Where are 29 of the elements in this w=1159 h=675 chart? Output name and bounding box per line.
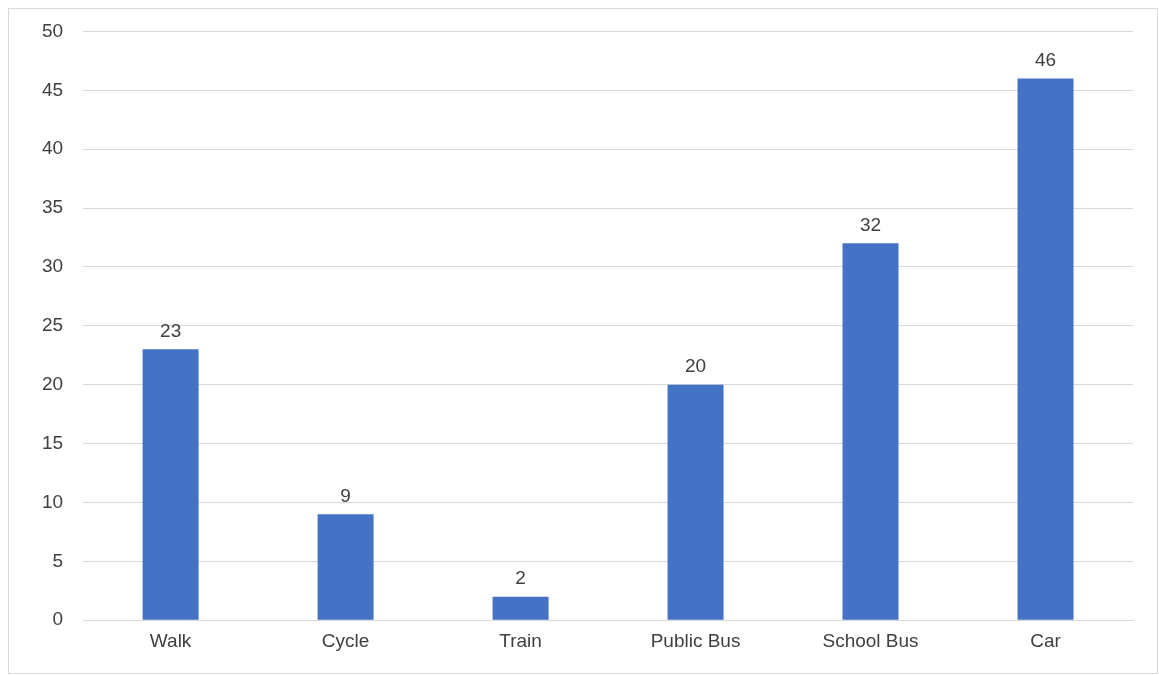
- y-tick-label: 20: [41, 372, 64, 394]
- y-tick-label: 10: [41, 490, 64, 512]
- data-label: 2: [515, 567, 526, 589]
- x-tick-label: Walk: [149, 629, 192, 651]
- bar: [492, 596, 549, 620]
- x-tick-label: Car: [1030, 629, 1062, 651]
- bar: [317, 514, 374, 620]
- x-tick-label: Cycle: [321, 629, 370, 651]
- data-label: 20: [684, 355, 707, 377]
- bar: [667, 384, 724, 620]
- x-tick-label: Train: [499, 629, 542, 651]
- y-tick-label: 30: [41, 255, 64, 277]
- data-label: 46: [1034, 49, 1057, 71]
- bar: [1017, 78, 1074, 620]
- y-tick-label: 35: [41, 196, 64, 218]
- bar: [842, 243, 899, 620]
- y-tick-label: 50: [41, 19, 64, 41]
- data-label: 32: [859, 214, 882, 236]
- y-tick-label: 40: [41, 137, 64, 159]
- y-tick-label: 45: [41, 78, 64, 100]
- bar: [142, 349, 199, 620]
- y-tick-label: 15: [41, 431, 64, 453]
- y-tick-label: 25: [41, 314, 64, 336]
- y-tick-label: 0: [52, 608, 64, 630]
- data-label: 23: [160, 320, 182, 342]
- x-tick-label: Public Bus: [650, 629, 741, 651]
- y-tick-label: 5: [52, 549, 64, 571]
- data-label: 9: [340, 484, 351, 506]
- x-tick-label: School Bus: [822, 629, 919, 651]
